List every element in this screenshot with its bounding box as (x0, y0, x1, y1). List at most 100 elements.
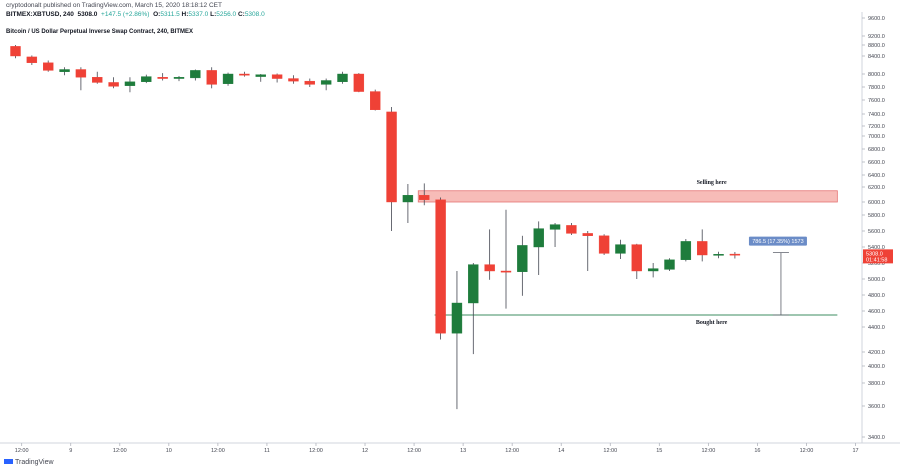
last-price-tag (863, 249, 893, 264)
candle-down (566, 223, 577, 235)
time-tick-label: 10 (166, 448, 172, 454)
candle-body (402, 195, 414, 203)
candle-up (549, 223, 561, 247)
price-tick-label: 7000.0 (868, 134, 885, 140)
candle-down (239, 71, 250, 77)
price-tick-label: 6000.0 (868, 200, 885, 206)
candle-body (713, 253, 724, 256)
candle-body (468, 264, 479, 304)
candle-up (615, 239, 626, 259)
candle-body (92, 77, 103, 83)
last-price: 5308.0 (77, 11, 98, 18)
price-tick-label: 4800.0 (868, 293, 885, 299)
candle-body (386, 111, 397, 203)
candle-down (353, 73, 365, 93)
price-tick-label: 6400.0 (868, 173, 885, 179)
candle-up (190, 69, 201, 81)
candle-down (729, 252, 741, 259)
time-tick-label: 15 (656, 448, 662, 454)
candle-up (647, 263, 659, 278)
candle-body (304, 80, 315, 85)
chart-title: Bitcoin / US Dollar Perpetual Inverse Sw… (6, 29, 193, 35)
candle-down (108, 77, 119, 89)
last-price-tag-countdown: 01:41:58 (866, 257, 887, 263)
selling-zone-label: Selling here (697, 180, 727, 186)
price-tick-label: 7400.0 (868, 112, 885, 118)
candle-up (533, 221, 544, 275)
time-tick-label: 12:00 (603, 448, 617, 454)
candles (10, 45, 741, 410)
candle-body (320, 80, 332, 85)
candle-up (402, 184, 414, 223)
price-tick-label: 6800.0 (868, 147, 885, 153)
candle-body (582, 233, 593, 236)
buy-level-label: Bought here (696, 320, 728, 326)
candle-up (255, 74, 266, 82)
candle-body (43, 62, 54, 71)
time-tick-label: 12:00 (211, 448, 225, 454)
price-tick-label: 7200.0 (868, 124, 885, 130)
candle-body (255, 74, 266, 77)
candle-body (729, 253, 741, 256)
candle-body (222, 73, 234, 84)
price-axis: 9600.0 9200.0 8800.0 8400.0 8000.0 7800.0 7600… (861, 12, 893, 443)
candle-body (206, 70, 217, 85)
candle-down (206, 67, 217, 89)
price-tick-label: 7600.0 (868, 98, 885, 104)
candle-down (370, 89, 381, 111)
candle-down (92, 71, 103, 84)
price-tick-label: 5200.0 (868, 261, 885, 267)
candle-body (615, 244, 626, 254)
published-line: cryptodonalt published on TradingView.co… (6, 2, 222, 9)
price-tick-label: 3400.0 (868, 435, 885, 441)
candle-body (271, 74, 283, 79)
candle-up (451, 271, 463, 410)
candle-body (75, 69, 87, 78)
symbol-line: BITMEX:XBTUSD, 240 5308.0 +147.5 (+2.86%… (6, 11, 265, 18)
candle-body (337, 73, 348, 82)
candle-body (173, 77, 185, 79)
candle-down (435, 197, 446, 340)
ohlc-high: 5337.0 (188, 11, 209, 18)
candle-up (59, 67, 70, 76)
candle-body (680, 241, 692, 260)
footer-brand: TradingView (15, 459, 54, 466)
candle-up (222, 72, 234, 86)
candle-down (157, 73, 168, 81)
candle-body (26, 56, 38, 63)
tradingview-footer[interactable]: TradingView (4, 459, 54, 466)
price-tick-label: 5000.0 (868, 277, 885, 283)
price-tick-label: 4400.0 (868, 325, 885, 331)
candle-body (484, 264, 495, 272)
price-tick-label: 8400.0 (868, 54, 885, 60)
price-tick-label: 5800.0 (868, 213, 885, 219)
candle-body (647, 268, 659, 272)
candle-body (124, 81, 136, 86)
candle-body (451, 302, 463, 334)
candle-down (500, 209, 512, 309)
candle-up (680, 239, 692, 262)
candle-body (566, 225, 577, 234)
candle-body (108, 82, 119, 87)
candle-body (141, 76, 152, 82)
time-tick-label: 16 (754, 448, 760, 454)
last-price-tag-value: 5308.0 (866, 251, 883, 257)
candle-body (157, 77, 168, 79)
time-tick-label: 12:00 (505, 448, 519, 454)
time-tick-label: 12:00 (309, 448, 323, 454)
price-tick-label: 5400.0 (868, 245, 885, 251)
candle-body (533, 228, 544, 248)
candle-down (582, 231, 593, 271)
candle-body (190, 70, 201, 79)
instrument-label: BITMEX:XBTUSD, 240 (6, 11, 74, 18)
time-tick-label: 12:00 (407, 448, 421, 454)
selling-zone-rect (417, 190, 838, 203)
candle-up (517, 235, 528, 296)
candle-down (598, 234, 610, 255)
price-tick-label: 9200.0 (868, 34, 885, 40)
candle-body (288, 78, 299, 82)
price-tick-label: 5600.0 (868, 229, 885, 235)
time-axis: 12:00 9 12:00 10 12:00 11 12:00 12 12:00 13 12:00 1… (0, 442, 900, 454)
price-tick-label: 7800.0 (868, 85, 885, 91)
